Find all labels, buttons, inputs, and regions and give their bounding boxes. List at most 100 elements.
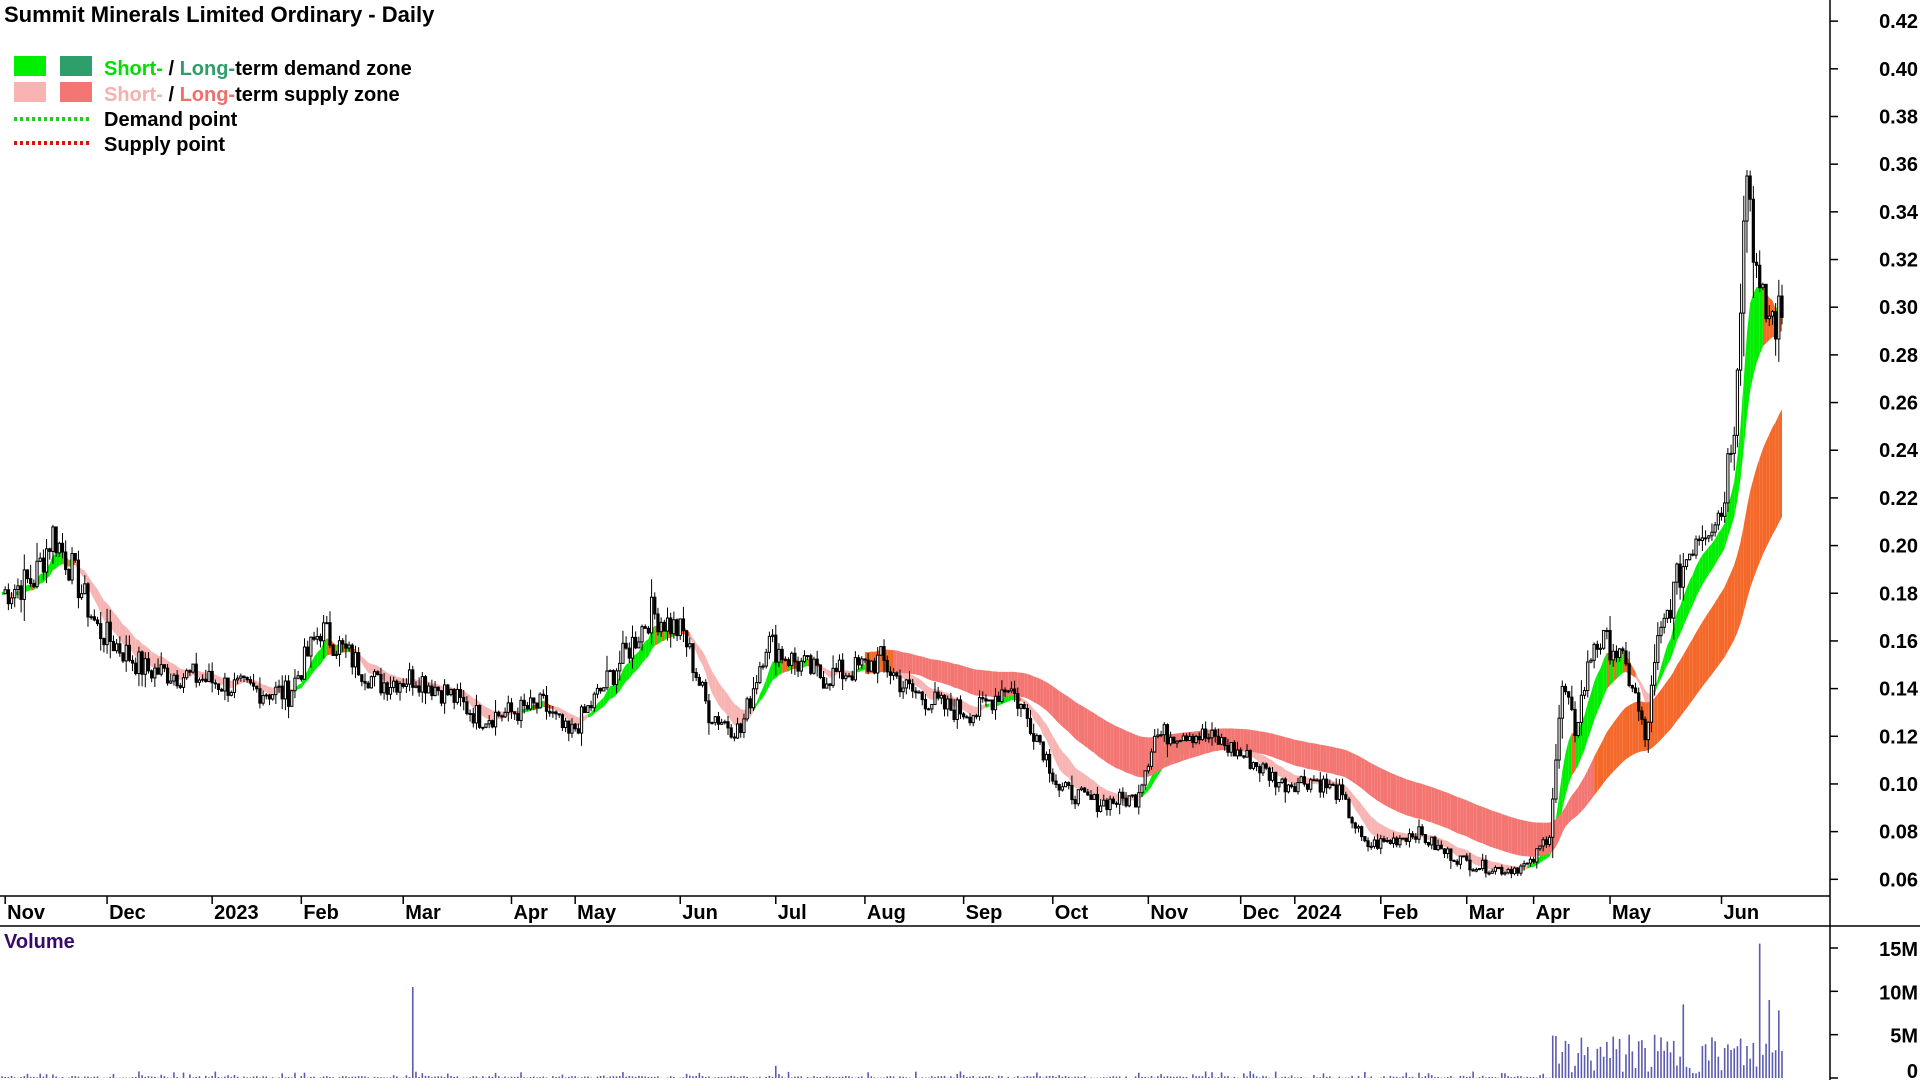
- candle-body: [1245, 749, 1249, 758]
- candle-body: [226, 677, 230, 696]
- candle-body: [484, 723, 488, 728]
- candle-body: [35, 560, 39, 588]
- candle-body: [538, 693, 542, 709]
- candle-body: [1102, 799, 1106, 807]
- candle-body: [1098, 805, 1103, 812]
- short-term-zone-segment: [619, 669, 623, 692]
- short-term-zone-segment: [1454, 845, 1458, 857]
- long-term-zone-segment: [1479, 805, 1483, 844]
- long-term-zone-segment: [1625, 705, 1630, 760]
- candle-body: [595, 687, 600, 695]
- candle-body: [318, 635, 323, 642]
- long-term-zone-segment: [1282, 736, 1286, 763]
- candle-body: [309, 636, 313, 657]
- candle-body: [191, 663, 195, 673]
- short-term-zone-segment: [1358, 800, 1362, 820]
- long-term-zone-segment: [1489, 809, 1493, 848]
- candle-body: [1022, 704, 1026, 709]
- long-term-zone-segment: [1441, 790, 1445, 828]
- candle-body: [271, 694, 275, 700]
- short-term-zone-segment: [1024, 699, 1028, 707]
- long-term-zone-segment: [1116, 726, 1120, 770]
- short-term-zone-segment: [1062, 751, 1066, 776]
- short-term-zone-segment: [552, 705, 557, 711]
- candle-body: [611, 670, 615, 685]
- candle-body: [239, 675, 243, 679]
- short-term-zone-segment: [575, 715, 579, 727]
- long-term-zone-segment: [1692, 632, 1697, 700]
- candle-body: [481, 726, 485, 729]
- candle-body: [1372, 839, 1377, 847]
- long-term-zone-segment: [1313, 743, 1318, 771]
- short-term-zone-segment: [584, 714, 588, 721]
- candle-body: [1277, 781, 1281, 788]
- short-term-zone-segment: [1020, 697, 1025, 703]
- short-term-zone-segment: [699, 647, 703, 666]
- candle-body: [146, 658, 151, 672]
- candle-body: [283, 680, 288, 700]
- legend-swatch-short-demand: [14, 56, 46, 76]
- candle-body: [933, 691, 937, 705]
- short-term-zone-segment: [782, 658, 786, 674]
- candle-body: [1697, 538, 1701, 541]
- short-term-zone-segment: [1387, 827, 1391, 842]
- candle-body: [1417, 826, 1421, 840]
- x-tick-label: 2024: [1297, 902, 1342, 924]
- candle-body: [1703, 537, 1708, 540]
- candle-body: [739, 723, 743, 734]
- short-term-zone-segment: [715, 676, 719, 705]
- candle-body: [398, 683, 402, 693]
- short-term-zone-segment: [763, 679, 767, 698]
- candle-body: [1614, 650, 1619, 659]
- short-term-zone-segment: [1711, 539, 1716, 570]
- short-term-zone-segment: [1597, 668, 1601, 713]
- candle-body: [1551, 798, 1555, 838]
- long-term-zone-segment: [928, 658, 932, 681]
- short-term-zone-segment: [1473, 854, 1477, 866]
- candle-body: [1446, 848, 1450, 855]
- short-term-zone-segment: [489, 708, 493, 722]
- candle-body: [57, 542, 61, 554]
- candle-body: [1009, 688, 1014, 692]
- candle-body: [1474, 868, 1478, 872]
- x-tick-label: Mar: [1469, 902, 1505, 924]
- candle-body: [127, 644, 131, 661]
- candle-body: [302, 646, 307, 680]
- long-term-zone-segment: [985, 670, 990, 697]
- long-term-zone-segment: [1520, 819, 1525, 857]
- long-term-zone-segment: [995, 671, 999, 698]
- long-term-zone-segment: [1374, 764, 1378, 801]
- candle-body: [51, 526, 55, 552]
- short-term-zone-segment: [1291, 772, 1295, 786]
- candle-body: [427, 685, 431, 694]
- candle-body: [363, 680, 367, 684]
- candle-body: [258, 688, 262, 704]
- legend: Short- / Long-term demand zone Short- / …: [14, 56, 412, 156]
- candle-body: [79, 593, 84, 599]
- candle-body: [850, 675, 854, 681]
- short-term-zone-segment: [919, 678, 923, 691]
- long-term-zone-segment: [1317, 743, 1321, 772]
- short-term-zone-segment: [107, 603, 111, 627]
- candle-body: [1780, 295, 1784, 318]
- candle-body: [1592, 643, 1596, 661]
- short-term-zone-segment: [482, 705, 487, 719]
- long-term-zone-segment: [1715, 596, 1719, 670]
- long-term-zone-segment: [1600, 738, 1604, 788]
- long-term-zone-segment: [890, 649, 894, 672]
- long-term-zone-segment: [1543, 822, 1547, 856]
- candle-body: [1605, 629, 1609, 632]
- candle-body: [175, 674, 179, 687]
- short-term-zone-segment: [626, 662, 630, 682]
- candle-body: [347, 644, 351, 649]
- candle-body: [1411, 833, 1415, 838]
- candle-body: [812, 658, 816, 674]
- candle-body: [1668, 609, 1673, 619]
- candle-body: [293, 677, 297, 692]
- long-term-zone-segment: [1422, 783, 1426, 821]
- candle-body: [105, 621, 109, 646]
- candle-body: [879, 646, 883, 656]
- candle-body: [420, 676, 424, 693]
- candle-body: [357, 652, 361, 676]
- candle-body: [761, 665, 765, 668]
